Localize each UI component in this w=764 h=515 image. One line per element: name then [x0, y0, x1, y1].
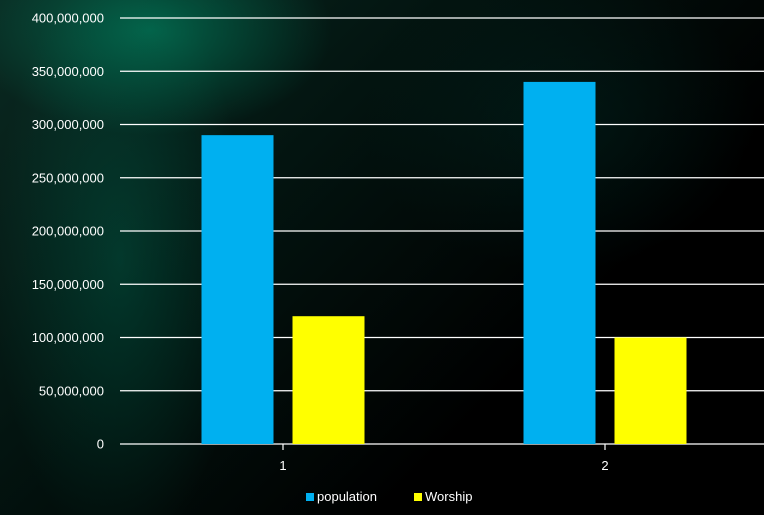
legend-swatch-worship	[414, 493, 422, 501]
legend-item: Worship	[414, 489, 472, 504]
bar-worship-2	[614, 337, 687, 444]
legend: population Worship	[306, 489, 472, 504]
legend-label: population	[317, 489, 377, 504]
legend-label: Worship	[425, 489, 472, 504]
x-tick-label: 1	[279, 458, 286, 473]
y-tick-label: 0	[97, 437, 104, 452]
bar-population-1	[201, 135, 274, 444]
y-tick-label: 150,000,000	[32, 277, 104, 292]
bar-worship-1	[292, 316, 365, 444]
y-tick-label: 50,000,000	[39, 383, 104, 398]
y-axis-tick-labels: 0 50,000,000 100,000,000 150,000,000 200,000…	[32, 11, 104, 452]
bar-population-2	[523, 81, 596, 445]
y-tick-label: 350,000,000	[32, 64, 104, 79]
y-tick-label: 100,000,000	[32, 330, 104, 345]
y-tick-label: 300,000,000	[32, 117, 104, 132]
y-tick-label: 250,000,000	[32, 170, 104, 185]
legend-item: population	[306, 489, 377, 504]
legend-swatch-population	[306, 493, 314, 501]
x-tick-label: 2	[601, 458, 608, 473]
y-tick-label: 400,000,000	[32, 11, 104, 26]
y-tick-label: 200,000,000	[32, 224, 104, 239]
bars	[201, 81, 687, 445]
